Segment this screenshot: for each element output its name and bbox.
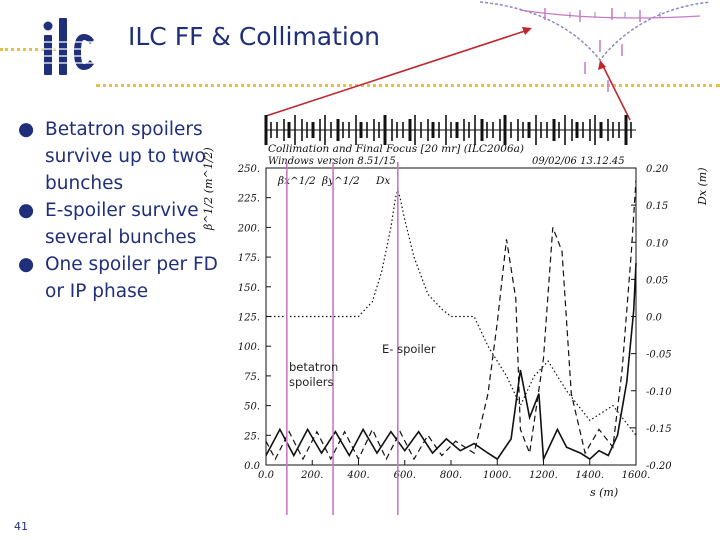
y-tick-label: 250.	[237, 164, 260, 175]
y-tick-label: 50.	[244, 402, 260, 413]
chart-datestamp: 09/02/06 13.12.45	[532, 156, 625, 167]
y2-tick-label: 0.15	[646, 201, 668, 212]
x-axis-label: s (m)	[590, 486, 618, 499]
betatron-annotation: betatron spoilers	[289, 360, 339, 389]
chart-axes: 0.0 200. 400. 600. 800. 1000. 1200. 1400. 1600. 0…	[237, 164, 673, 481]
y2-tick-label: -0.15	[646, 424, 672, 435]
y-tick-label: 0.0	[244, 461, 261, 472]
x-tick-label: 1600.	[622, 470, 651, 481]
y-tick-label: 175.	[238, 253, 260, 264]
x-tick-label: 600.	[394, 470, 416, 481]
y2-tick-label: 0.0	[646, 313, 663, 324]
spoiler-markers	[286, 162, 399, 515]
lattice-element-bars	[264, 115, 636, 145]
top-dotted-rule	[0, 48, 62, 51]
y2-tick-label: -0.10	[646, 387, 672, 398]
ilc-logo	[40, 18, 102, 75]
x-tick-label: 1400.	[575, 470, 604, 481]
y-tick-label: 225.	[237, 194, 260, 205]
chart-plot-area	[265, 179, 637, 463]
y-tick-label: 75.	[244, 372, 260, 383]
legend-entry: βy^1/2	[321, 175, 360, 187]
legend-entry: Dx	[375, 175, 390, 187]
y2-axis-label: Dx (m)	[696, 167, 709, 206]
y2-tick-label: -0.20	[646, 461, 672, 472]
espoiler-annotation: E- spoiler	[382, 342, 436, 356]
y-tick-label: 100.	[238, 342, 260, 353]
bullet-icon: ●	[18, 200, 35, 221]
y2-tick-label: 0.05	[646, 275, 668, 286]
page-number: 41	[14, 520, 28, 533]
chart-title: Collimation and Final Focus [20 mr] (ILC…	[268, 143, 524, 155]
y-axis-label: β^1/2 (m^1/2)	[202, 147, 215, 231]
x-tick-label: 200.	[300, 470, 323, 481]
bullet-icon: ●	[18, 254, 35, 275]
slide-title: ILC FF & Collimation	[128, 22, 381, 51]
pointer-arrows	[265, 27, 631, 121]
x-tick-label: 1200.	[529, 470, 558, 481]
series-line	[265, 179, 637, 461]
y2-tick-label: 0.20	[646, 164, 669, 175]
bullet-item: ● One spoiler per FD or IP phase	[16, 251, 221, 305]
y-tick-label: 125.	[238, 313, 260, 324]
bullet-text: Betatron spoilers survive up to two bunc…	[45, 119, 206, 194]
plot-frame	[265, 167, 637, 466]
bullet-icon: ●	[18, 119, 35, 140]
y2-tick-label: 0.10	[646, 238, 669, 249]
y-tick-label: 200.	[237, 223, 260, 234]
y-tick-label: 150.	[238, 283, 260, 294]
y2-tick-label: -0.05	[646, 350, 672, 361]
bullet-list: ● Betatron spoilers survive up to two bun…	[16, 116, 221, 305]
bullet-text: E-spoiler survive several bunches	[45, 200, 199, 248]
bullet-item: ● Betatron spoilers survive up to two bun…	[16, 116, 221, 197]
x-tick-label: 400.	[346, 470, 369, 481]
x-tick-label: 800.	[440, 470, 462, 481]
chart-subtitle: Windows version 8.51/15	[268, 156, 396, 167]
x-tick-label: 1000.	[483, 470, 512, 481]
legend-entry: βx^1/2	[277, 175, 316, 187]
series-line	[266, 188, 637, 436]
x-tick-label: 0.0	[258, 470, 275, 481]
bullet-item: ● E-spoiler survive several bunches	[16, 197, 221, 251]
bullet-text: One spoiler per FD or IP phase	[45, 254, 218, 302]
title-dotted-rule	[96, 84, 720, 87]
y-tick-label: 25.	[243, 431, 260, 442]
lattice-schematic	[479, 1, 711, 92]
